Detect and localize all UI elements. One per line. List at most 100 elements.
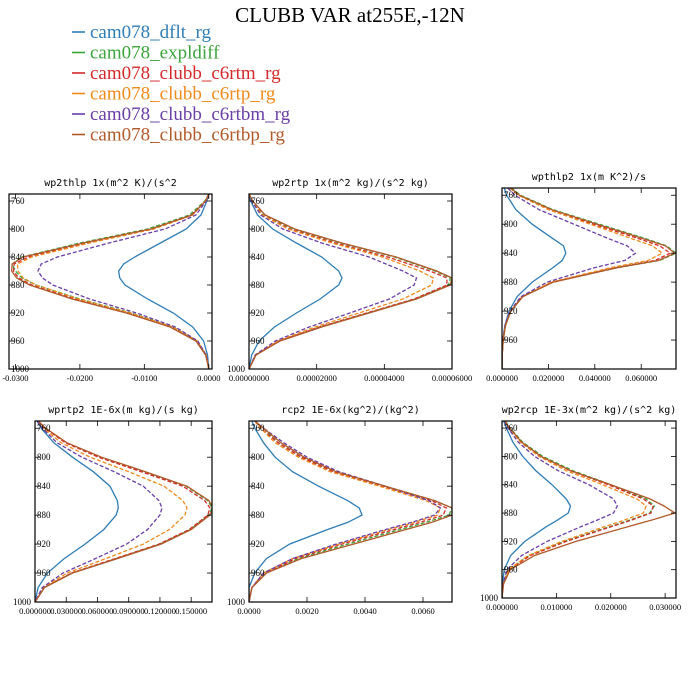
x-tick-label: 0.000000	[486, 602, 518, 612]
series-line	[249, 421, 452, 602]
series-line	[502, 421, 656, 598]
x-tick-label: 0.040000	[579, 373, 611, 383]
y-tick-label: 920	[251, 308, 265, 318]
y-tick-label: 800	[37, 452, 51, 462]
series-line	[249, 421, 442, 602]
series-line	[10, 194, 210, 369]
x-tick-label: 0.0060	[411, 606, 434, 616]
plot-frame	[501, 187, 677, 370]
x-tick-label: 0.000000	[486, 373, 518, 383]
series-line	[502, 188, 664, 369]
y-tick-label: 1000	[227, 597, 246, 607]
x-tick-label: 0.0000	[197, 373, 220, 383]
series-line	[249, 194, 418, 369]
x-tick-label: 0.00004000	[364, 373, 404, 383]
series-group	[502, 421, 676, 598]
series-line	[249, 421, 452, 602]
y-tick-label: 800	[251, 452, 265, 462]
legend-label: cam078_clubb_c6rtm_rg	[90, 63, 281, 84]
y-tick-label: 920	[37, 539, 51, 549]
y-tick-label: 880	[251, 280, 265, 290]
series-line	[249, 194, 435, 369]
x-tick-label: 0.030000	[50, 606, 82, 616]
series-line	[502, 421, 619, 598]
legend-item: cam078_clubb_c6rtp_rg	[72, 84, 276, 105]
y-tick-label: 960	[504, 565, 518, 575]
panel-title: rcp2 1E-6x(kg^2)/(kg^2)	[281, 405, 419, 416]
panel-title: wp2rtp 1x(m^2 kg)/(s^2 kg)	[272, 178, 429, 189]
series-line	[35, 421, 163, 602]
chart-panel: wp2rcp 1E-3x(m^2 kg)/(s^2 kg) 760 800 840 88…	[480, 405, 681, 612]
x-tick-label: 0.060000	[82, 606, 114, 616]
plot-frame	[248, 420, 453, 603]
x-tick-label: -0.0200	[67, 373, 93, 383]
panel-title: wp2rcp 1E-3x(m^2 kg)/(s^2 kg)	[502, 405, 677, 416]
series-line	[249, 421, 442, 602]
series-line	[35, 421, 188, 602]
panels: wp2thlp 1x(m^2 K)/(s^2 760 800 840 880 920 960…	[2, 172, 681, 616]
y-tick-label: 920	[251, 539, 265, 549]
x-tick-label: 0.120000	[144, 606, 176, 616]
y-tick-label: 760	[37, 423, 51, 433]
series-line	[502, 421, 572, 598]
plot-frame	[8, 193, 213, 370]
y-tick-label: 760	[251, 196, 265, 206]
x-tick-label: 0.010000	[540, 602, 572, 612]
x-tick-label: 0.0040	[353, 606, 376, 616]
series-group	[249, 194, 452, 369]
plot-frame	[34, 420, 213, 603]
y-tick-label: 960	[504, 335, 518, 345]
y-tick-label: 800	[504, 451, 518, 461]
x-tick-label: -0.0300	[2, 373, 28, 383]
y-tick-label: 800	[11, 224, 25, 234]
y-tick-label: 760	[251, 423, 265, 433]
legend-item: cam078_clubb_c6rtm_rg	[72, 63, 281, 84]
x-tick-label: 0.00006000	[432, 373, 472, 383]
y-tick-label: 880	[11, 280, 25, 290]
x-tick-label: 0.00000000	[229, 373, 269, 383]
y-tick-label: 840	[251, 481, 265, 491]
x-tick-label: -0.0100	[131, 373, 157, 383]
y-tick-label: 1000	[227, 364, 246, 374]
series-line	[502, 421, 676, 598]
y-tick-label: 920	[504, 306, 518, 316]
x-tick-label: 0.0000	[237, 606, 260, 616]
y-tick-label: 760	[504, 190, 518, 200]
series-line	[37, 194, 210, 369]
series-line	[35, 421, 212, 602]
plot-frame	[248, 193, 453, 370]
y-tick-label: 960	[11, 336, 25, 346]
y-tick-label: 840	[251, 252, 265, 262]
legend-label: cam078_clubb_c6rtbp_rg	[90, 125, 285, 146]
y-tick-label: 800	[251, 224, 265, 234]
series-group	[10, 194, 210, 369]
legend-item: cam078_clubb_c6rtbp_rg	[72, 125, 285, 146]
x-tick-label: 0.00002000	[296, 373, 336, 383]
x-tick-label: 0.090000	[113, 606, 145, 616]
panel-title: wpthlp2 1x(m K^2)/s	[532, 172, 646, 183]
chart-panel: rcp2 1E-6x(kg^2)/(kg^2) 760 800 840 880 920 96…	[227, 405, 453, 616]
y-tick-label: 760	[11, 196, 25, 206]
x-tick-label: 0.150000	[175, 606, 207, 616]
x-tick-label: 0.060000	[625, 373, 657, 383]
legend-label: cam078_expldiff	[90, 43, 220, 64]
chart-panel: wpthlp2 1x(m K^2)/s 760 800 840 880 920 960 0.0…	[486, 172, 677, 383]
series-line	[12, 194, 210, 369]
y-tick-label: 1000	[480, 593, 499, 603]
y-tick-label: 920	[11, 308, 25, 318]
series-line	[249, 194, 452, 369]
y-tick-label: 840	[37, 481, 51, 491]
legend-label: cam078_clubb_c6rtbm_rg	[90, 104, 291, 125]
y-tick-label: 960	[251, 336, 265, 346]
y-tick-label: 800	[504, 219, 518, 229]
panel-title: wp2thlp 1x(m^2 K)/(s^2	[44, 178, 176, 189]
series-line	[502, 188, 676, 369]
y-tick-label: 840	[504, 480, 518, 490]
legend-item: cam078_clubb_c6rtbm_rg	[72, 104, 291, 125]
series-line	[502, 421, 647, 598]
chart-panel: wp2rtp 1x(m^2 kg)/(s^2 kg) 760 800 840 880 92…	[227, 178, 472, 383]
legend-label: cam078_dflt_rg	[90, 22, 212, 43]
y-tick-label: 760	[504, 423, 518, 433]
legend-item: cam078_expldiff	[72, 43, 220, 64]
